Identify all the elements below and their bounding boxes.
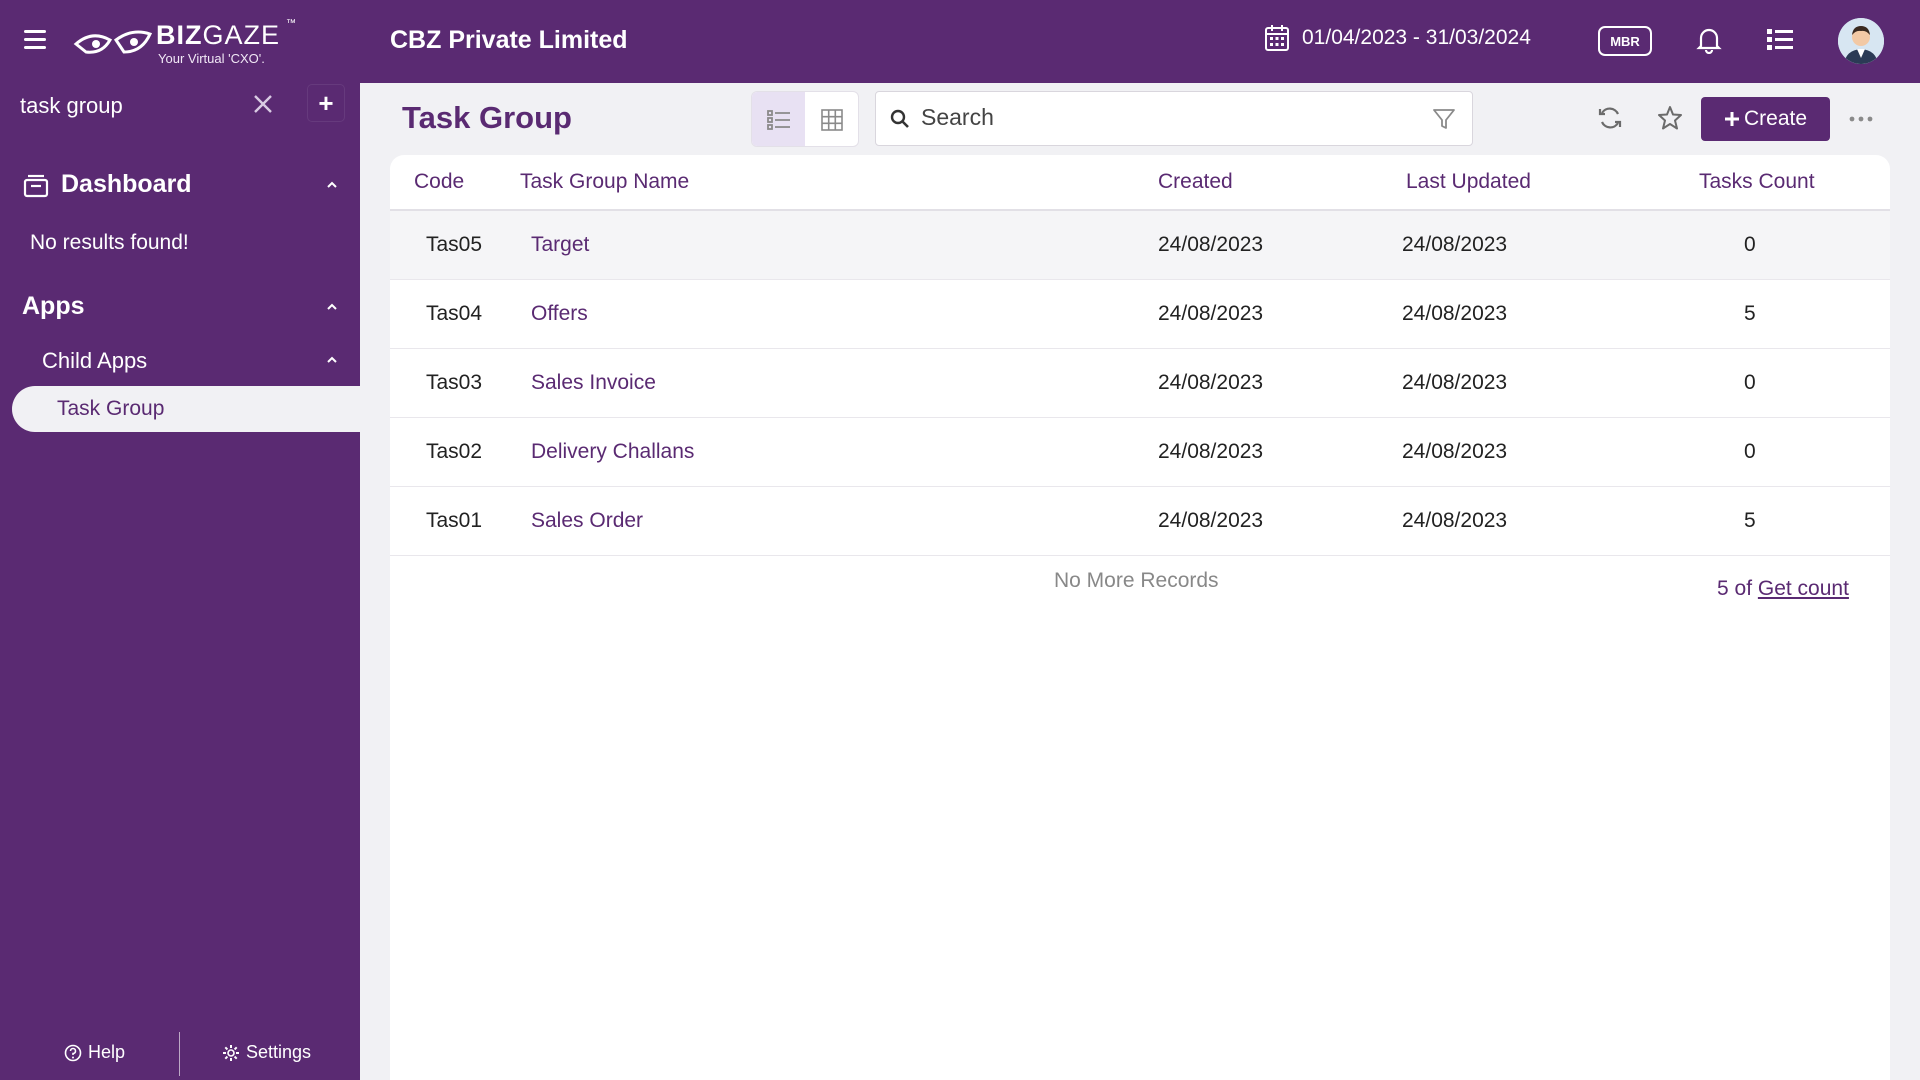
sidebar-apps-label: Apps — [22, 292, 85, 320]
chevron-up-icon — [327, 181, 337, 188]
sidebar-section-apps[interactable]: Apps — [0, 287, 360, 327]
no-more-records-text: No More Records — [1054, 569, 1219, 592]
column-header-task-group-name[interactable]: Task Group Name — [520, 170, 690, 193]
chevron-up-icon — [327, 303, 337, 310]
settings-button[interactable]: Settings — [222, 1042, 311, 1063]
sidebar-item-task-group[interactable]: Task Group — [12, 386, 360, 432]
table-header: Code Task Group Name Created Last Update… — [390, 155, 1890, 211]
no-results-text: No results found! — [30, 231, 189, 254]
cell-created: 24/08/2023 — [1158, 440, 1264, 463]
menu-icon[interactable] — [24, 30, 46, 50]
date-range-text: 01/04/2023 - 31/03/2024 — [1302, 26, 1531, 49]
table-row[interactable]: Tas01 Sales Order 24/08/2023 24/08/2023 … — [390, 487, 1890, 556]
help-icon — [64, 1044, 82, 1061]
cell-task-group-name[interactable]: Target — [531, 233, 590, 256]
cell-tasks-count: 0 — [1744, 233, 1756, 256]
sidebar-section-dashboard[interactable]: Dashboard — [0, 165, 360, 205]
search-box — [875, 91, 1473, 146]
cell-tasks-count: 5 — [1744, 509, 1756, 532]
search-input[interactable] — [921, 104, 1401, 131]
user-avatar-icon — [1838, 18, 1884, 64]
more-options-icon[interactable] — [1846, 104, 1876, 134]
cell-task-group-name[interactable]: Offers — [531, 302, 588, 325]
column-header-created[interactable]: Created — [1158, 170, 1233, 193]
sidebar-dashboard-label: Dashboard — [61, 170, 192, 198]
task-list-icon[interactable] — [1764, 24, 1796, 56]
help-label: Help — [88, 1042, 126, 1062]
cell-task-group-name[interactable]: Sales Order — [531, 509, 644, 532]
record-count: 5 of Get count — [1717, 577, 1849, 601]
favorite-star-icon[interactable] — [1652, 100, 1688, 136]
logo-eyes-icon — [73, 30, 152, 54]
logo[interactable]: BIZGAZE ™ Your Virtual 'CXO'. — [72, 18, 302, 68]
cell-tasks-count: 0 — [1744, 440, 1756, 463]
chevron-up-icon — [327, 356, 337, 363]
list-view-icon — [766, 110, 790, 130]
column-header-tasks-count[interactable]: Tasks Count — [1699, 170, 1815, 193]
grid-view-icon — [820, 109, 843, 131]
get-count-link[interactable]: Get count — [1757, 577, 1849, 600]
cell-last-updated: 24/08/2023 — [1402, 371, 1508, 394]
cell-code: Tas05 — [426, 233, 483, 256]
create-label: Create — [1743, 107, 1808, 130]
sidebar-footer: Help Settings — [0, 1028, 360, 1080]
sidebar: task group + Dashboard No results found!… — [0, 83, 360, 1080]
table-row[interactable]: Tas02 Delivery Challans 24/08/2023 24/08… — [390, 418, 1890, 487]
gear-icon — [223, 1044, 239, 1061]
mbr-button[interactable]: MBR — [1598, 26, 1652, 56]
view-toggle — [751, 91, 859, 147]
filter-icon[interactable] — [1432, 107, 1456, 131]
help-button[interactable]: Help — [64, 1042, 125, 1063]
cell-created: 24/08/2023 — [1158, 233, 1264, 256]
settings-label: Settings — [246, 1042, 312, 1062]
dashboard-icon — [23, 174, 49, 198]
plus-icon — [1724, 112, 1739, 126]
sidebar-section-child-apps[interactable]: Child Apps — [0, 342, 360, 378]
sidebar-child-apps-label: Child Apps — [42, 348, 148, 373]
date-range-picker[interactable]: 01/04/2023 - 31/03/2024 — [1264, 24, 1531, 52]
notification-bell-icon[interactable] — [1693, 24, 1725, 56]
close-icon[interactable] — [250, 91, 276, 117]
table-row[interactable]: Tas05 Target 24/08/2023 24/08/2023 0 — [390, 211, 1890, 280]
cell-last-updated: 24/08/2023 — [1402, 233, 1508, 256]
add-icon[interactable]: + — [308, 85, 344, 121]
user-avatar[interactable] — [1838, 18, 1884, 64]
page-title: Task Group — [402, 100, 572, 135]
top-bar: BIZGAZE ™ Your Virtual 'CXO'. CBZ Privat… — [0, 0, 1920, 83]
search-icon — [890, 109, 909, 128]
calendar-icon — [1265, 25, 1289, 51]
cell-created: 24/08/2023 — [1158, 371, 1264, 394]
logo-trademark: ™ — [286, 18, 296, 29]
footer-divider — [179, 1032, 180, 1076]
cell-last-updated: 24/08/2023 — [1402, 440, 1508, 463]
task-group-table: Code Task Group Name Created Last Update… — [390, 155, 1890, 1080]
cell-task-group-name[interactable]: Delivery Challans — [531, 440, 695, 463]
record-count-prefix: 5 of — [1717, 577, 1753, 600]
cell-last-updated: 24/08/2023 — [1402, 509, 1508, 532]
column-header-last-updated[interactable]: Last Updated — [1406, 170, 1531, 193]
table-row[interactable]: Tas04 Offers 24/08/2023 24/08/2023 5 — [390, 280, 1890, 349]
company-name[interactable]: CBZ Private Limited — [390, 26, 628, 54]
cell-last-updated: 24/08/2023 — [1402, 302, 1508, 325]
cell-tasks-count: 5 — [1744, 302, 1756, 325]
column-header-code[interactable]: Code — [414, 170, 465, 193]
logo-tagline: Your Virtual 'CXO'. — [158, 51, 265, 66]
cell-tasks-count: 0 — [1744, 371, 1756, 394]
grid-view-button[interactable] — [805, 92, 858, 146]
refresh-icon[interactable] — [1592, 100, 1628, 136]
cell-code: Tas02 — [426, 440, 483, 463]
cell-created: 24/08/2023 — [1158, 302, 1264, 325]
logo-text: BIZGAZE — [156, 20, 281, 50]
cell-task-group-name[interactable]: Sales Invoice — [531, 371, 656, 394]
sidebar-search-value[interactable]: task group — [20, 93, 123, 118]
cell-code: Tas04 — [426, 302, 483, 325]
cell-created: 24/08/2023 — [1158, 509, 1264, 532]
list-view-button[interactable] — [752, 92, 805, 146]
cell-code: Tas03 — [426, 371, 483, 394]
table-row[interactable]: Tas03 Sales Invoice 24/08/2023 24/08/202… — [390, 349, 1890, 418]
create-button[interactable]: Create — [1701, 97, 1830, 141]
cell-code: Tas01 — [426, 509, 483, 532]
